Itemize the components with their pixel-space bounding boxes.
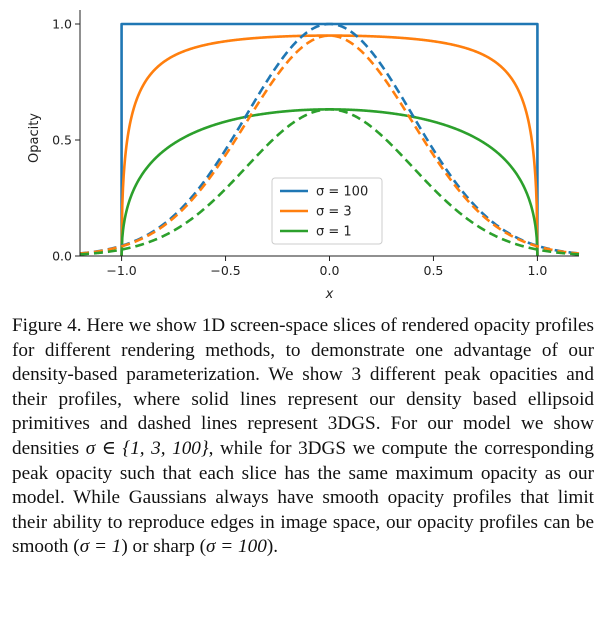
y-tick-label: 0.5 xyxy=(52,133,72,148)
y-axis-label: Opacity xyxy=(27,113,42,163)
series-dashed-sigma-3 xyxy=(79,34,580,255)
chart-svg: −1.0 −0.5 0.0 0.5 1.0 0.0 0.5 1.0 x Opacity σ =… xyxy=(27,10,580,302)
legend-label: σ = 100 xyxy=(316,185,368,200)
caption-math-smooth: σ = 1 xyxy=(79,536,122,558)
caption-text-4: ). xyxy=(266,536,279,558)
x-tick-label: −0.5 xyxy=(210,263,240,278)
x-tick-label: −1.0 xyxy=(106,263,136,278)
opacity-profile-chart: −1.0 −0.5 0.0 0.5 1.0 0.0 0.5 1.0 x Opacity σ =… xyxy=(0,0,605,310)
y-tick-label: 1.0 xyxy=(52,17,72,32)
caption-text-3: ) or sharp ( xyxy=(121,536,207,558)
caption-text-1: Here we show 1D screen-space slices of r… xyxy=(12,315,594,459)
x-tick-label: 1.0 xyxy=(527,263,547,278)
x-tick-label: 0.0 xyxy=(320,263,340,278)
legend: σ = 100 σ = 3 σ = 1 xyxy=(271,177,383,245)
caption-math-sharp: σ = 100 xyxy=(206,536,267,558)
caption-label: Figure 4. xyxy=(12,315,82,336)
x-tick-label: 0.5 xyxy=(424,263,444,278)
series-layer xyxy=(79,22,580,257)
ticks-layer: −1.0 −0.5 0.0 0.5 1.0 0.0 0.5 1.0 xyxy=(52,17,547,279)
caption-text-2: , while for 3DGS we compute the correspo… xyxy=(12,437,594,558)
caption-math-densities: σ ∈ {1, 3, 100} xyxy=(85,437,209,459)
y-tick-label: 0.0 xyxy=(52,249,72,264)
legend-label: σ = 1 xyxy=(316,225,352,240)
series-dashed-sigma-1 xyxy=(79,108,580,256)
legend-box xyxy=(271,177,383,245)
x-axis-label: x xyxy=(325,287,334,302)
legend-label: σ = 3 xyxy=(316,205,352,220)
figure-caption: Figure 4. Here we show 1D screen-space s… xyxy=(12,314,594,560)
series-solid-sigma-3 xyxy=(120,34,539,257)
